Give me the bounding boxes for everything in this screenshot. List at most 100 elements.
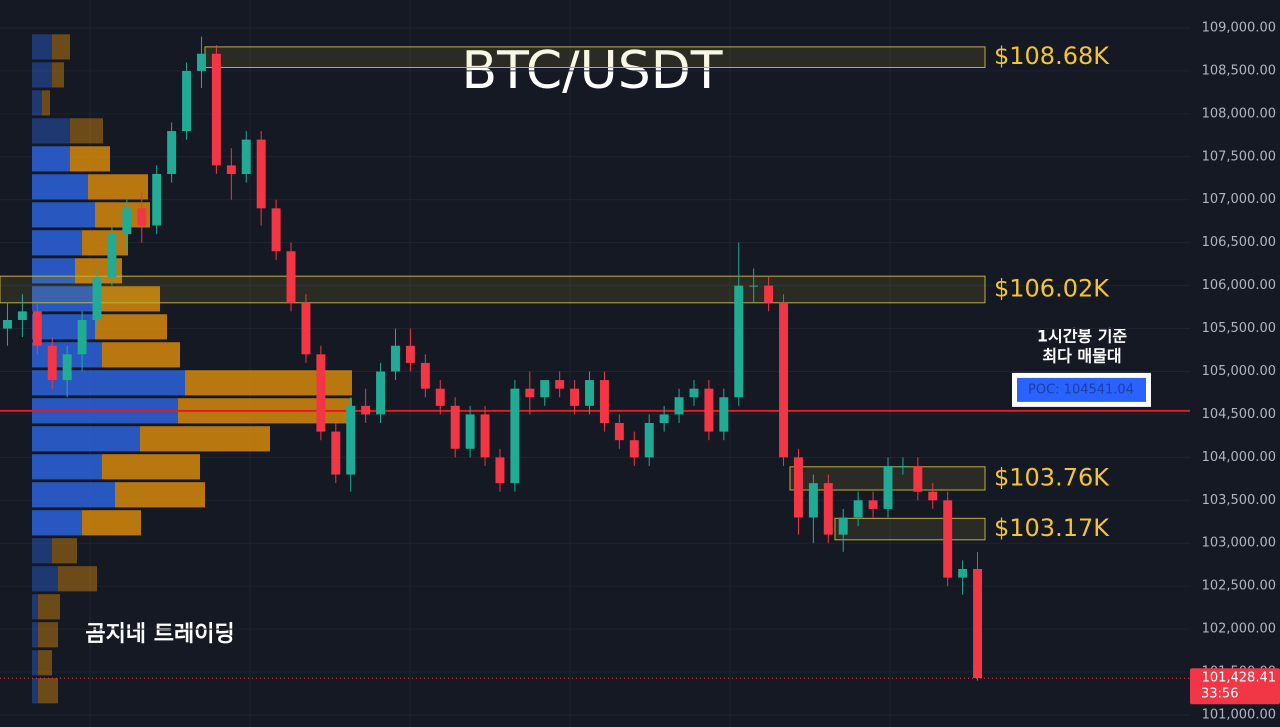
candle-body: [599, 380, 609, 424]
candle-body: [659, 414, 669, 424]
candle-body: [719, 397, 729, 432]
y-tick-label: 109,000.00: [1202, 20, 1276, 35]
y-tick-label: 107,500.00: [1202, 149, 1276, 164]
candle-body: [346, 405, 356, 475]
profile-buy: [32, 258, 75, 284]
profile-buy: [32, 370, 185, 396]
y-tick-label: 108,500.00: [1202, 63, 1276, 78]
level-label: $108.68K: [994, 42, 1110, 70]
candle-body: [555, 380, 565, 389]
candle-body: [107, 234, 117, 278]
candle-body: [92, 277, 102, 320]
profile-buy: [32, 286, 95, 312]
profile-buy: [32, 566, 58, 592]
profile-buy: [32, 230, 82, 256]
profile-buy: [32, 62, 52, 88]
candle-body: [868, 500, 878, 509]
profile-sell: [52, 34, 70, 60]
y-tick-label: 106,000.00: [1202, 278, 1276, 293]
profile-sell: [52, 538, 77, 564]
y-tick-label: 105,500.00: [1202, 321, 1276, 336]
profile-sell: [115, 482, 205, 508]
candle-body: [943, 500, 953, 578]
candle-body: [137, 208, 147, 226]
profile-sell: [38, 650, 52, 676]
level-zone: [0, 275, 986, 304]
profile-buy: [32, 454, 102, 480]
profile-buy: [32, 510, 82, 536]
candle-body: [674, 397, 684, 415]
candle-body: [928, 491, 938, 501]
profile-sell: [70, 118, 103, 144]
candle-body: [17, 311, 27, 320]
profile-buy: [32, 622, 38, 648]
candle-body: [973, 568, 983, 679]
candle-body: [2, 319, 12, 329]
y-tick-label: 106,500.00: [1202, 235, 1276, 250]
y-tick-label: 102,500.00: [1202, 579, 1276, 594]
candle-body: [585, 380, 594, 406]
candle-body: [689, 388, 699, 398]
y-tick-label: 102,000.00: [1202, 622, 1276, 637]
candle-body: [525, 388, 535, 398]
candle-body: [361, 405, 371, 415]
profile-buy: [32, 650, 38, 676]
candle-body: [480, 414, 490, 458]
candle-body: [495, 457, 505, 484]
candle-body: [853, 500, 863, 518]
profile-sell: [52, 62, 64, 88]
candle-body: [197, 53, 206, 71]
last-price-label: 101,428.41: [1202, 671, 1276, 686]
candle-body: [152, 173, 162, 226]
candle-body: [405, 345, 415, 363]
profile-buy: [32, 426, 140, 452]
profile-sell: [70, 146, 110, 172]
note-line: 1시간봉 기준: [1037, 327, 1128, 346]
level-label: $103.76K: [994, 463, 1110, 491]
candle-body: [122, 208, 132, 235]
candle-body: [391, 345, 400, 372]
candle-body: [301, 302, 311, 355]
candle-body: [913, 465, 923, 492]
profile-sell: [102, 342, 180, 368]
candle-body: [465, 414, 475, 449]
candle-body: [62, 354, 72, 381]
candle-body: [286, 251, 296, 303]
candle-body: [32, 311, 42, 346]
candle-body: [898, 465, 908, 467]
y-tick-label: 107,000.00: [1202, 192, 1276, 207]
candle-body: [256, 139, 266, 209]
candle-body: [420, 362, 430, 389]
level-label: $106.02K: [994, 274, 1110, 302]
candle-body: [644, 423, 654, 458]
profile-sell: [185, 370, 352, 396]
profile-sell: [58, 566, 97, 592]
profile-sell: [82, 510, 141, 536]
poc-label: POC: 104541.04: [1028, 382, 1134, 397]
profile-buy: [32, 34, 52, 60]
candle-body: [241, 139, 251, 174]
candle-body: [510, 388, 520, 484]
candle-body: [734, 285, 744, 398]
profile-sell: [95, 286, 160, 312]
y-tick-label: 104,000.00: [1202, 450, 1276, 465]
candle-body: [331, 431, 341, 475]
profile-buy: [32, 174, 88, 200]
profile-buy: [32, 146, 70, 172]
y-tick-label: 104,500.00: [1202, 407, 1276, 422]
y-tick-label: 101,000.00: [1202, 707, 1276, 722]
candle-body: [629, 440, 639, 458]
profile-sell: [140, 426, 270, 452]
candle-body: [226, 165, 236, 174]
watermark: 곰지네 트레이딩: [85, 622, 234, 647]
profile-buy: [32, 482, 115, 508]
profile-sell: [88, 174, 148, 200]
candle-body: [614, 423, 624, 441]
candle-body: [793, 457, 803, 518]
profile-buy: [32, 202, 95, 228]
profile-buy: [32, 118, 70, 144]
level-zone: [834, 517, 986, 541]
candle-body: [823, 483, 833, 535]
candle-body: [77, 319, 87, 355]
